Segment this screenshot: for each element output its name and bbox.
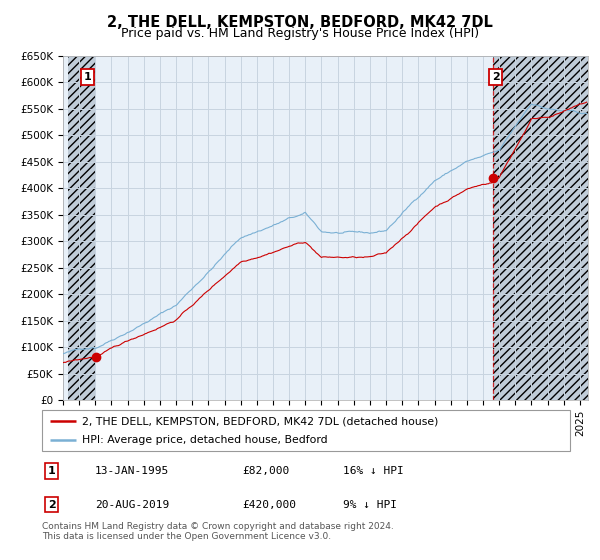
Text: 1: 1 [83,72,91,82]
Text: Contains HM Land Registry data © Crown copyright and database right 2024.
This d: Contains HM Land Registry data © Crown c… [42,522,394,542]
Text: Price paid vs. HM Land Registry's House Price Index (HPI): Price paid vs. HM Land Registry's House … [121,27,479,40]
Text: 1: 1 [47,466,55,476]
Text: £82,000: £82,000 [242,466,290,476]
FancyBboxPatch shape [42,410,570,451]
Bar [68,56,96,400]
Text: 9% ↓ HPI: 9% ↓ HPI [343,500,397,510]
Text: 16% ↓ HPI: 16% ↓ HPI [343,466,404,476]
Text: 13-JAN-1995: 13-JAN-1995 [95,466,169,476]
Text: 2: 2 [492,72,500,82]
Text: 2, THE DELL, KEMPSTON, BEDFORD, MK42 7DL (detached house): 2, THE DELL, KEMPSTON, BEDFORD, MK42 7DL… [82,417,438,426]
Bar [493,56,588,400]
Text: HPI: Average price, detached house, Bedford: HPI: Average price, detached house, Bedf… [82,435,327,445]
Text: 2, THE DELL, KEMPSTON, BEDFORD, MK42 7DL: 2, THE DELL, KEMPSTON, BEDFORD, MK42 7DL [107,15,493,30]
Text: £420,000: £420,000 [242,500,296,510]
Text: 2: 2 [47,500,55,510]
Text: 20-AUG-2019: 20-AUG-2019 [95,500,169,510]
